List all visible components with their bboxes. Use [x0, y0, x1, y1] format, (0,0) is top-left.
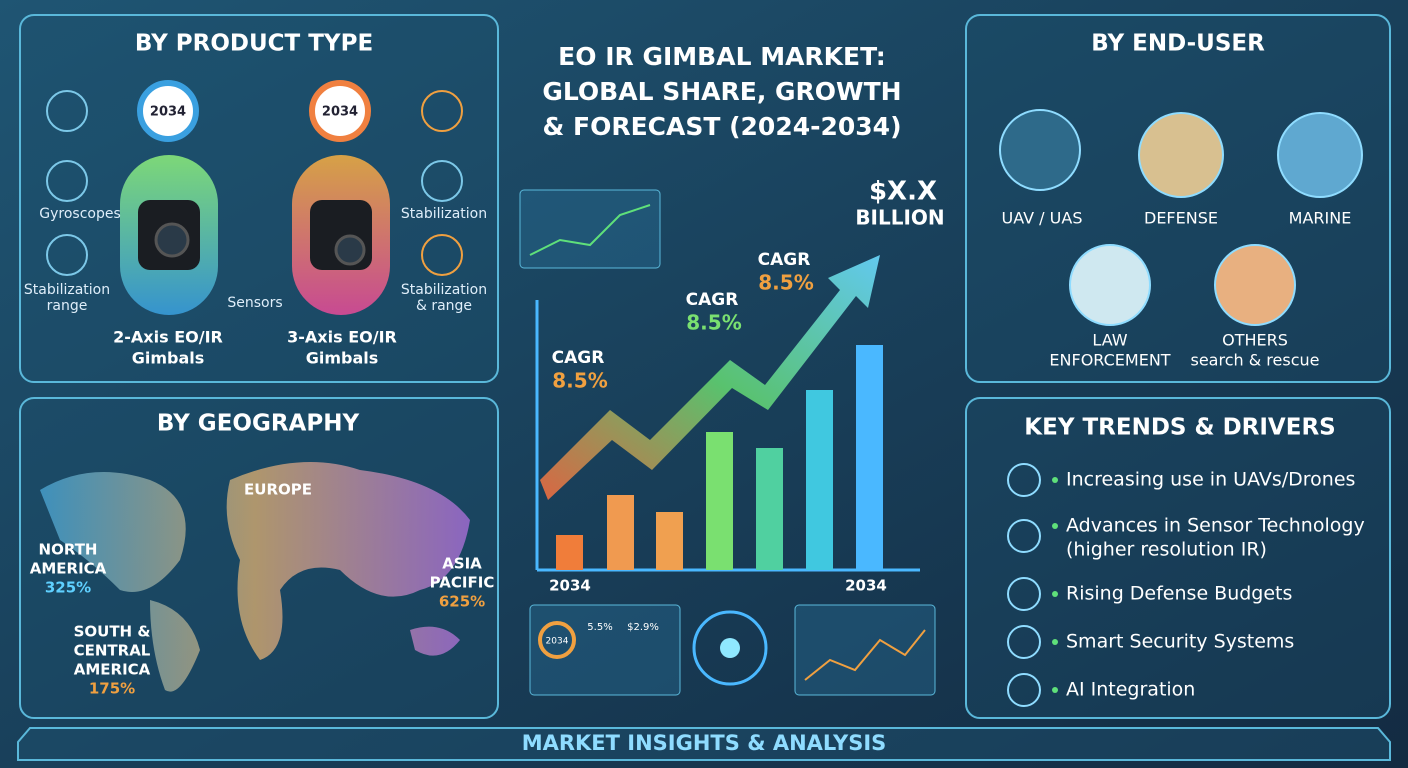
panel — [965, 397, 1391, 719]
bullet — [1052, 477, 1058, 483]
dashboard — [529, 604, 681, 696]
footer: MARKET INSIGHTS & ANALYSIS — [522, 731, 887, 755]
bars — [556, 345, 883, 570]
region-name: AMERICA — [74, 661, 151, 679]
icons — [46, 90, 463, 276]
dash-text: 2034 — [546, 637, 569, 647]
trend-text: Advances in Sensor Technology — [1066, 515, 1365, 537]
feature-label: Sensors — [227, 295, 282, 311]
product-label: Gimbals — [306, 349, 379, 368]
growth-arrow — [540, 255, 880, 500]
feature-label: range — [47, 298, 88, 314]
region-name: SOUTH & — [74, 623, 151, 641]
cagr-label: CAGR — [686, 290, 739, 310]
region-share: 175% — [89, 680, 135, 698]
product-label: 2-Axis EO/IR — [113, 328, 223, 347]
cagr-value: 8.5% — [758, 271, 813, 295]
axis-label: 2034 — [845, 577, 887, 595]
world-map — [40, 462, 470, 692]
panel — [965, 14, 1391, 383]
radar — [720, 638, 740, 658]
heading: BY END-USER — [1091, 31, 1265, 57]
cagr-label: CAGR — [758, 250, 811, 270]
bullet — [1052, 591, 1058, 597]
region-share: 625% — [439, 593, 485, 611]
segment-label: LAW — [1092, 331, 1127, 350]
ring — [309, 80, 371, 142]
lens — [334, 234, 366, 266]
segment-label: UAV / UAS — [1002, 209, 1083, 228]
heading: BY PRODUCT TYPE — [135, 31, 373, 57]
product-label: 3-Axis EO/IR — [287, 328, 397, 347]
region-name: NORTH — [39, 541, 98, 559]
title-line: EO IR GIMBAL MARKET: — [558, 42, 886, 71]
ring-label: 2034 — [322, 105, 358, 120]
segment-label: DEFENSE — [1144, 209, 1218, 228]
feature-label: & range — [416, 298, 472, 314]
region-share: 325% — [45, 579, 91, 597]
dashboard — [519, 189, 661, 269]
ring — [137, 80, 199, 142]
panel — [19, 14, 499, 383]
ring-label: 2034 — [150, 105, 186, 120]
segment-icons — [999, 109, 1363, 326]
trend-text: Smart Security Systems — [1066, 631, 1294, 653]
trend-icon — [1007, 463, 1041, 497]
feature-label: Stabilization — [24, 282, 110, 298]
cagr-label: CAGR — [552, 348, 605, 368]
heading: KEY TRENDS & DRIVERS — [1024, 415, 1335, 441]
feature-label: Gyroscopes — [39, 206, 121, 222]
trend-text: AI Integration — [1066, 679, 1195, 701]
segment-label: OTHERS — [1222, 331, 1288, 350]
trend-icon — [1007, 577, 1041, 611]
trend-icon — [1007, 673, 1041, 707]
cagr-value: 8.5% — [552, 369, 607, 393]
feature-label: Stabilization — [401, 206, 487, 222]
cagr-value: 8.5% — [686, 311, 741, 335]
bullet — [1052, 639, 1058, 645]
sparkline — [529, 204, 651, 256]
dash-text: $2.9% — [627, 622, 659, 633]
ring — [538, 621, 576, 659]
title-line: GLOBAL SHARE, GROWTH — [542, 77, 901, 106]
bullet — [1052, 687, 1058, 693]
product-label: Gimbals — [132, 349, 205, 368]
radar — [692, 610, 768, 686]
trend-text: (higher resolution IR) — [1066, 539, 1267, 561]
sparkline — [804, 629, 926, 681]
region-name: EUROPE — [244, 481, 312, 499]
region-name: ASIA — [442, 555, 482, 573]
market-size: BILLION — [855, 206, 944, 230]
region-name: CENTRAL — [74, 642, 151, 660]
segment-label: MARINE — [1289, 209, 1352, 228]
region-name: PACIFIC — [430, 574, 495, 592]
segment-label: search & rescue — [1191, 351, 1320, 370]
title-line: & FORECAST (2024-2034) — [542, 112, 901, 141]
trend-icon — [1007, 625, 1041, 659]
trend-icon — [1007, 519, 1041, 553]
trend-text: Increasing use in UAVs/Drones — [1066, 469, 1355, 491]
dash-text: 5.5% — [587, 622, 612, 633]
bullet — [1052, 523, 1058, 529]
segment-label: ENFORCEMENT — [1049, 351, 1170, 370]
axis-label: 2034 — [549, 577, 591, 595]
region-name: AMERICA — [30, 560, 107, 578]
dashboard — [794, 604, 936, 696]
heading: BY GEOGRAPHY — [157, 411, 360, 437]
market-size: $X.X — [869, 177, 937, 207]
lens — [154, 222, 190, 258]
footer-bar — [17, 727, 1391, 761]
feature-label: Stabilization — [401, 282, 487, 298]
trend-text: Rising Defense Budgets — [1066, 583, 1292, 605]
